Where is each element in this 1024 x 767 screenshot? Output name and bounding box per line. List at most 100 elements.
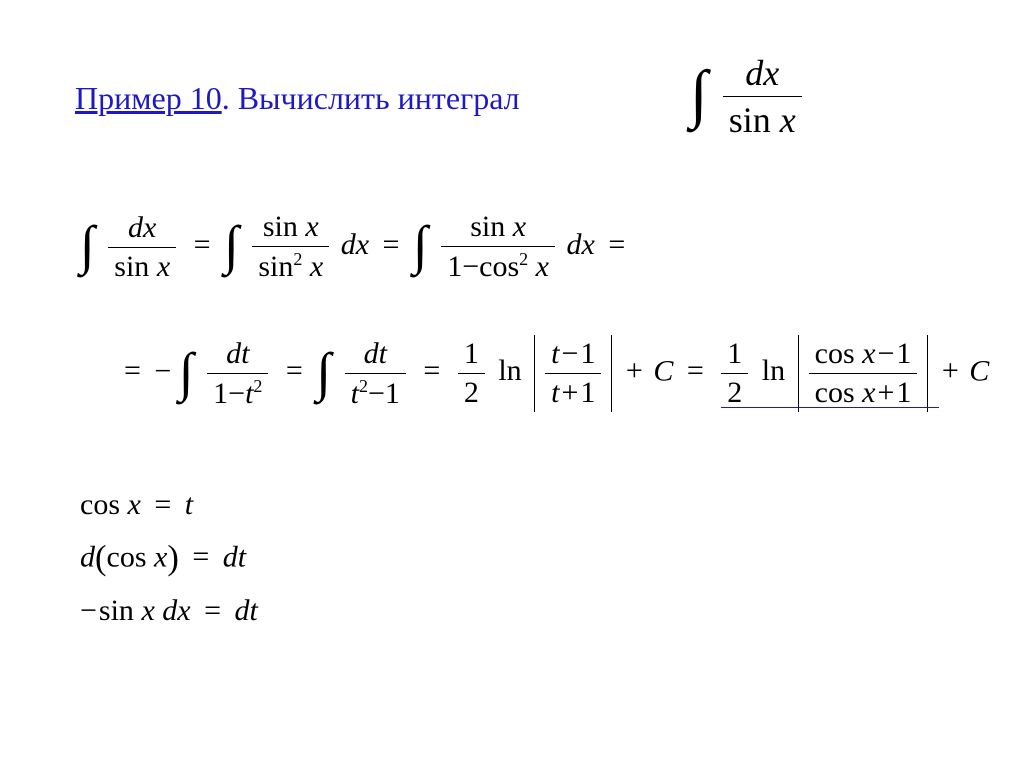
s2-x: x	[147, 540, 168, 573]
s2-cos: cos	[107, 540, 147, 573]
integral-icon: ∫	[316, 341, 331, 403]
answer-underline	[721, 407, 939, 408]
l1-f2-den-sin: sin	[258, 250, 293, 283]
l2-half-d: 2	[464, 376, 479, 409]
s3-dx: dx	[155, 594, 191, 627]
l2-f1-d1: 1	[213, 377, 228, 410]
problem-integral: ∫ dx sin x	[690, 52, 806, 141]
equals: =	[383, 228, 400, 261]
l1-frac1-den-x: x	[149, 250, 170, 283]
l2-f2-de: 2	[359, 376, 368, 396]
s1-cos: cos	[80, 488, 120, 521]
derivation-line-1: ∫ dx sin x = ∫ sin x sin2 x dx = ∫ sin x…	[80, 210, 631, 284]
l2-half2-n: 1	[727, 337, 742, 370]
subst-line-3: −sin x dx = dt	[80, 586, 258, 636]
l2-half2: 1 2	[721, 337, 748, 410]
l2-f2-d1: 1	[385, 377, 400, 410]
l1-f3-den-1: 1	[447, 250, 462, 283]
s3-m: −	[80, 594, 97, 627]
l2-frac2: dt t2−1	[345, 337, 406, 411]
problem-den-x: x	[771, 100, 796, 140]
s3-dt: dt	[235, 594, 258, 627]
equals-trailing: =	[608, 228, 625, 261]
l1-f2-den-x: x	[302, 250, 323, 283]
l2-f1-dm: −	[228, 377, 245, 410]
l1-frac2: sin x sin2 x	[252, 210, 329, 284]
l1-dx1: dx	[341, 228, 369, 261]
integral-icon: ∫	[413, 214, 428, 276]
l2-plus2: +	[942, 354, 959, 387]
a1n-t: t	[551, 337, 559, 370]
heading: Пример 10. Вычислить интеграл	[75, 80, 520, 117]
a2d-x: x	[855, 376, 876, 409]
equals: =	[194, 228, 211, 261]
problem-fraction: dx sin x	[723, 52, 802, 141]
a2n-m: −	[877, 337, 894, 370]
equals: =	[687, 354, 704, 387]
l1-frac1-den-sin: sin	[114, 250, 149, 283]
l2-abs1: t−1 t+1	[534, 335, 612, 412]
integral-icon: ∫	[690, 57, 708, 132]
l1-f3-den-cos: cos	[479, 250, 519, 283]
s2-rp: )	[167, 539, 179, 577]
l1-f3-den-x: x	[528, 250, 549, 283]
l2-minus: −	[154, 354, 171, 387]
integral-icon: ∫	[80, 214, 95, 276]
l2-half1: 1 2	[458, 337, 485, 410]
s1-x: x	[120, 488, 141, 521]
l1-f3-den-exp: 2	[519, 249, 528, 269]
l2-abs2-frac: cos x−1 cos x+1	[809, 337, 918, 410]
l2-frac1: dt 1−t2	[207, 337, 268, 411]
equals: =	[423, 354, 440, 387]
l2-ln2: ln	[762, 354, 785, 387]
a2n-cos: cos	[815, 337, 855, 370]
s2-dt: dt	[223, 540, 246, 573]
subst-line-2: d(cos x) = dt	[80, 530, 258, 587]
l2-half-n: 1	[464, 337, 479, 370]
s2-d: d	[80, 540, 95, 573]
l2-ln1: ln	[498, 354, 521, 387]
l2-C1: C	[653, 354, 673, 387]
s3-sin: sin	[99, 594, 134, 627]
problem-num: dx	[745, 53, 779, 93]
a1d-p: +	[562, 376, 579, 409]
s3-x: x	[134, 594, 155, 627]
equals: =	[124, 354, 141, 387]
a1n-1: 1	[580, 337, 595, 370]
l1-f3-num-sin: sin	[470, 210, 505, 243]
a2n-x: x	[855, 337, 876, 370]
s1-eq: =	[154, 488, 171, 521]
l2-half2-d: 2	[727, 376, 742, 409]
integral-icon: ∫	[224, 214, 239, 276]
l1-frac1: dx sin x	[108, 211, 176, 284]
s2-eq: =	[192, 540, 209, 573]
substitution-block: cos x = t d(cos x) = dt −sin x dx = dt	[80, 480, 258, 636]
a2d-cos: cos	[815, 376, 855, 409]
a2d-1: 1	[896, 376, 911, 409]
s2-lp: (	[95, 539, 107, 577]
l2-abs1-frac: t−1 t+1	[545, 337, 601, 410]
l1-f2-num-sin: sin	[263, 210, 298, 243]
derivation-line-2: = − ∫ dt 1−t2 = ∫ dt t2−1 = 1 2 ln t−1 t…	[118, 335, 989, 412]
l2-f1-num: dt	[226, 337, 249, 370]
l1-f2-num-x: x	[298, 210, 319, 243]
subst-line-1: cos x = t	[80, 480, 258, 530]
l2-abs2: cos x−1 cos x+1	[798, 335, 929, 412]
l2-f2-num: dt	[364, 337, 387, 370]
integral-icon: ∫	[179, 341, 194, 403]
s1-t: t	[185, 488, 193, 521]
example-link: Пример 10	[75, 80, 222, 116]
l2-f2-dt: t	[351, 377, 359, 410]
l1-f3-num-x: x	[505, 210, 526, 243]
l1-dx2: dx	[567, 228, 595, 261]
l1-f3-den-m: −	[462, 250, 479, 283]
heading-text: Вычислить интеграл	[230, 80, 520, 116]
heading-dot: .	[222, 80, 230, 116]
a2n-1: 1	[896, 337, 911, 370]
a1n-m: −	[562, 337, 579, 370]
s3-eq: =	[204, 594, 221, 627]
a2d-p: +	[877, 376, 894, 409]
l2-plus1: +	[626, 354, 643, 387]
l1-frac3: sin x 1−cos2 x	[441, 210, 555, 284]
equals: =	[286, 354, 303, 387]
